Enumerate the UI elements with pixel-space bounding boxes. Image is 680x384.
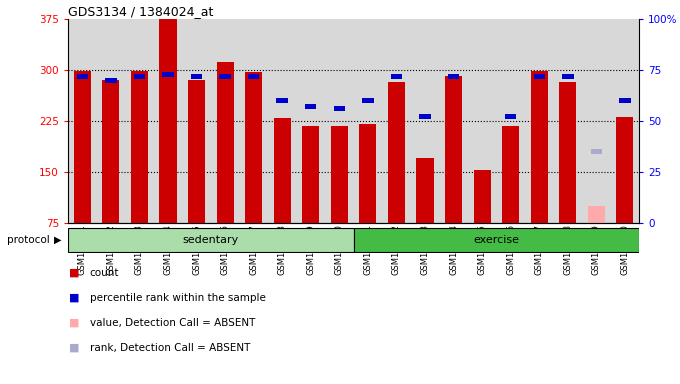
Bar <box>125 19 154 223</box>
Bar <box>505 114 516 119</box>
Bar <box>68 19 97 223</box>
Bar <box>163 71 173 77</box>
Bar <box>73 71 91 223</box>
Bar <box>97 19 125 223</box>
Bar <box>359 124 377 223</box>
Bar <box>216 62 234 223</box>
Bar <box>559 82 577 223</box>
Bar <box>134 74 145 79</box>
Text: ■: ■ <box>69 318 79 328</box>
Bar <box>305 104 316 109</box>
Bar <box>591 149 602 154</box>
Bar <box>239 19 268 223</box>
Bar <box>248 74 259 79</box>
Bar <box>354 19 382 223</box>
Text: sedentary: sedentary <box>183 235 239 245</box>
Bar <box>496 19 525 223</box>
Bar <box>391 74 402 79</box>
Bar <box>154 19 182 223</box>
Text: rank, Detection Call = ABSENT: rank, Detection Call = ABSENT <box>90 343 250 353</box>
Bar <box>616 117 634 223</box>
Bar <box>302 126 320 223</box>
Text: value, Detection Call = ABSENT: value, Detection Call = ABSENT <box>90 318 255 328</box>
Bar <box>105 78 116 83</box>
Bar <box>334 106 345 111</box>
Bar <box>77 74 88 79</box>
Bar <box>468 19 496 223</box>
Bar <box>273 118 291 223</box>
Text: count: count <box>90 268 119 278</box>
Text: percentile rank within the sample: percentile rank within the sample <box>90 293 266 303</box>
Bar <box>182 19 211 223</box>
Bar <box>588 206 605 223</box>
Text: protocol: protocol <box>7 235 50 245</box>
Bar <box>525 19 554 223</box>
Bar <box>159 19 177 223</box>
Text: ■: ■ <box>69 268 79 278</box>
Bar <box>448 74 459 79</box>
Bar <box>211 19 239 223</box>
Bar <box>268 19 296 223</box>
Text: exercise: exercise <box>473 235 520 245</box>
Bar <box>220 74 231 79</box>
Bar <box>388 82 405 223</box>
Text: ■: ■ <box>69 293 79 303</box>
Bar <box>562 74 573 79</box>
Bar <box>330 126 348 223</box>
Bar <box>354 228 639 252</box>
Bar <box>582 19 611 223</box>
Bar <box>534 74 545 79</box>
Bar <box>439 19 468 223</box>
Bar <box>502 126 520 223</box>
Bar <box>416 158 434 223</box>
Bar <box>245 72 262 223</box>
Text: ▶: ▶ <box>54 235 62 245</box>
Bar <box>68 228 354 252</box>
Bar <box>445 76 462 223</box>
Bar <box>411 19 439 223</box>
Text: GDS3134 / 1384024_at: GDS3134 / 1384024_at <box>68 5 214 18</box>
Bar <box>131 71 148 223</box>
Bar <box>530 71 548 223</box>
Bar <box>102 80 120 223</box>
Bar <box>611 19 639 223</box>
Bar <box>277 98 288 103</box>
Bar <box>382 19 411 223</box>
Bar <box>296 19 325 223</box>
Bar <box>554 19 582 223</box>
Bar <box>473 170 491 223</box>
Bar <box>362 98 373 103</box>
Bar <box>619 98 630 103</box>
Bar <box>325 19 354 223</box>
Text: ■: ■ <box>69 343 79 353</box>
Bar <box>420 114 430 119</box>
Bar <box>188 80 205 223</box>
Bar <box>191 74 202 79</box>
